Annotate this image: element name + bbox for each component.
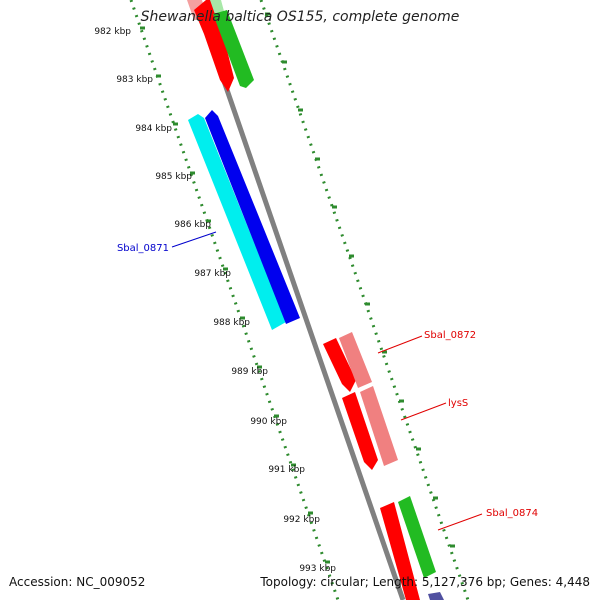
- gene-label-sbal-0874: Sbal_0874: [486, 508, 538, 519]
- leader-line-lyss: [400, 402, 447, 421]
- gene-label-sbal-0872: Sbal_0872: [424, 330, 476, 341]
- leader-line-sbal-0874: [437, 513, 483, 531]
- tick-label: 993 kbp: [299, 564, 336, 574]
- tick-label: 985 kbp: [155, 172, 192, 182]
- tick-label: 991 kbp: [268, 465, 305, 475]
- leader-line-sbal-0871: [171, 231, 217, 248]
- tick-label: 990 kbp: [250, 417, 287, 427]
- gene-arrow-green-top[interactable]: [213, 10, 254, 88]
- gene-arrow-green-sbal-0874[interactable]: [398, 496, 436, 578]
- tick-label: 983 kbp: [116, 75, 153, 85]
- gene-arrow-purple-bottom[interactable]: [428, 592, 444, 600]
- inner-tick-track: [129, 0, 340, 600]
- accession-text: Accession: NC_009052: [9, 575, 146, 589]
- outer-major-ticks: [265, 12, 455, 548]
- leader-line-sbal-0872: [377, 335, 423, 354]
- gene-arrow-red-sbal-0874[interactable]: [380, 502, 420, 600]
- tick-label: 987 kbp: [194, 269, 231, 279]
- tick-label: 989 kbp: [231, 367, 268, 377]
- gene-arrow-red-top[interactable]: [194, 0, 234, 92]
- genome-backbone: [193, 0, 406, 600]
- outer-tick-track: [259, 0, 470, 600]
- tick-label: 986 kbp: [174, 220, 211, 230]
- genome-summary-text: Topology: circular; Length: 5,127,376 bp…: [260, 575, 590, 589]
- tick-label: 984 kbp: [135, 124, 172, 134]
- gene-arrow-red-sbal-0872[interactable]: [323, 338, 356, 392]
- tick-label: 982 kbp: [94, 27, 131, 37]
- gene-arrow-blue[interactable]: [205, 110, 300, 324]
- major-ticks: [140, 26, 330, 564]
- map-title: Shewanella baltica OS155, complete genom…: [140, 9, 460, 25]
- gene-arrow-light-red-lyss[interactable]: [360, 386, 398, 466]
- tick-label: 988 kbp: [213, 318, 250, 328]
- gene-label-lyss: lysS: [448, 398, 468, 409]
- gene-arrow-cyan-sbal-0871[interactable]: [188, 114, 286, 330]
- kbp-labels: 982 kbp 983 kbp 984 kbp 985 kbp 986 kbp …: [94, 27, 336, 574]
- gene-arrow-red-lyss[interactable]: [342, 392, 378, 470]
- gene-label-sbal-0871: Sbal_0871: [117, 243, 169, 254]
- tick-label: 992 kbp: [283, 515, 320, 525]
- gene-arrow-light-red-sbal-0872[interactable]: [339, 332, 372, 388]
